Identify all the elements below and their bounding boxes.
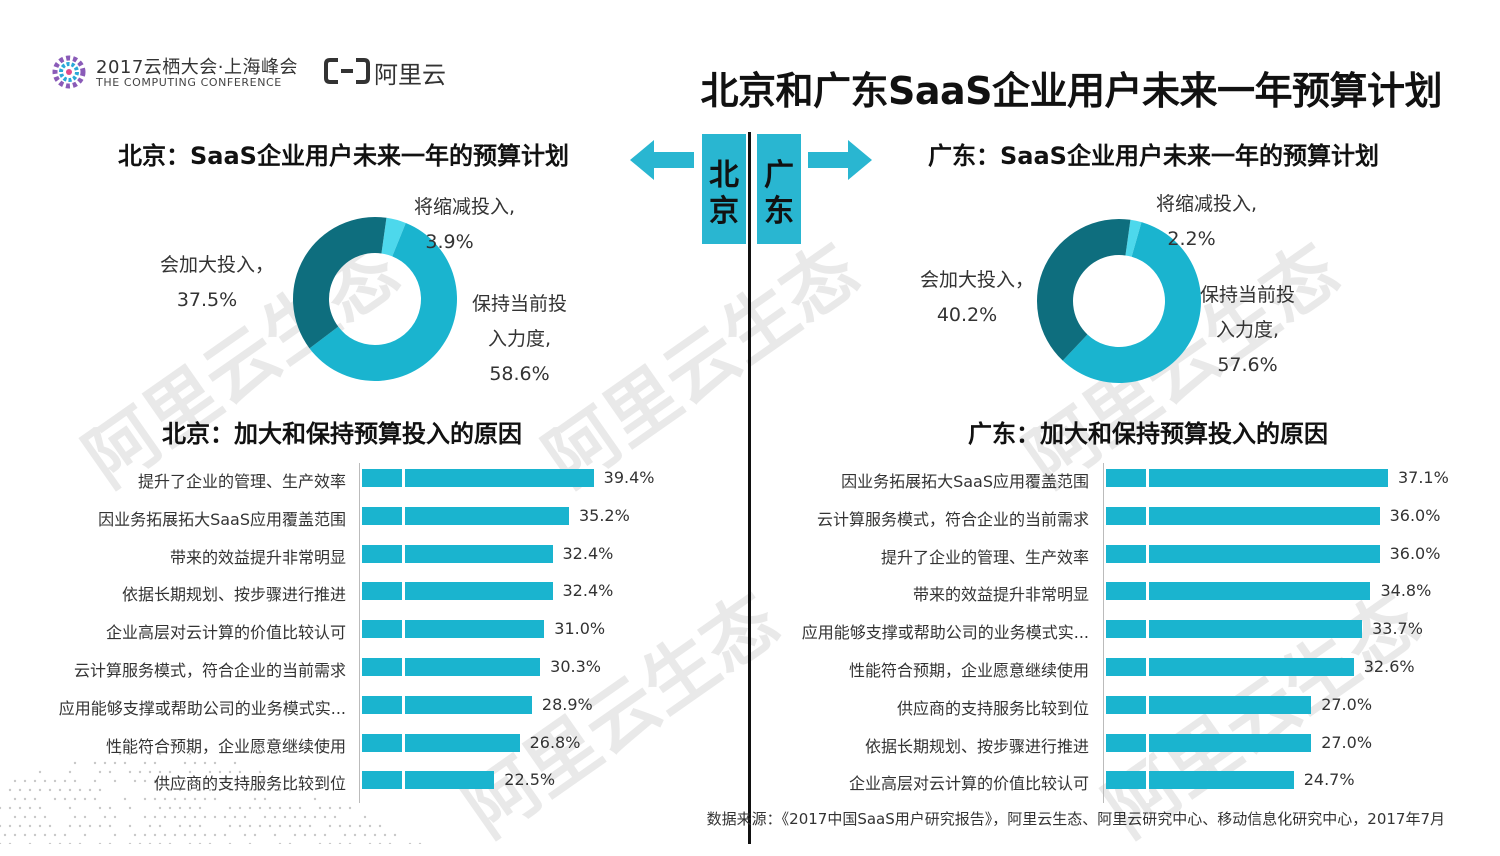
bar-value-label: 36.0% xyxy=(1390,506,1441,525)
bar-category-label: 企业高层对云计算的价值比较认可 xyxy=(849,770,1089,794)
bar-category-label: 依据长期规划、按步骤进行推进 xyxy=(865,733,1089,757)
bar xyxy=(1106,658,1354,676)
bar-value-label: 27.0% xyxy=(1321,733,1372,752)
bar-value-label: 32.6% xyxy=(1364,657,1415,676)
bar-value-label: 36.0% xyxy=(1390,544,1441,563)
bar-category-label: 带来的效益提升非常明显 xyxy=(913,581,1089,605)
source-note: 数据来源：《2017中国SaaS用户研究报告》，阿里云生态、阿里云研究中心、移动… xyxy=(707,808,1445,829)
bar-category-label: 提升了企业的管理、生产效率 xyxy=(881,544,1089,568)
bar-category-label: 应用能够支撑或帮助公司的业务模式实... xyxy=(802,619,1089,643)
bar-gridline xyxy=(1146,463,1149,803)
bar xyxy=(1106,620,1362,638)
bar-category-label: 云计算服务模式，符合企业的当前需求 xyxy=(817,506,1089,530)
bar xyxy=(1106,696,1311,714)
bar-category-label: 因业务拓展拓大SaaS应用覆盖范围 xyxy=(841,468,1089,492)
bar xyxy=(1106,771,1294,789)
bar-value-label: 27.0% xyxy=(1321,695,1372,714)
bar-value-label: 24.7% xyxy=(1304,770,1355,789)
bar-value-label: 33.7% xyxy=(1372,619,1423,638)
bar-category-label: 供应商的支持服务比较到位 xyxy=(897,695,1089,719)
bar-category-label: 性能符合预期，企业愿意继续使用 xyxy=(849,657,1089,681)
bar-value-label: 37.1% xyxy=(1398,468,1449,487)
bar xyxy=(1106,734,1311,752)
bar-axis-line xyxy=(1103,463,1104,803)
bar-value-label: 34.8% xyxy=(1380,581,1431,600)
